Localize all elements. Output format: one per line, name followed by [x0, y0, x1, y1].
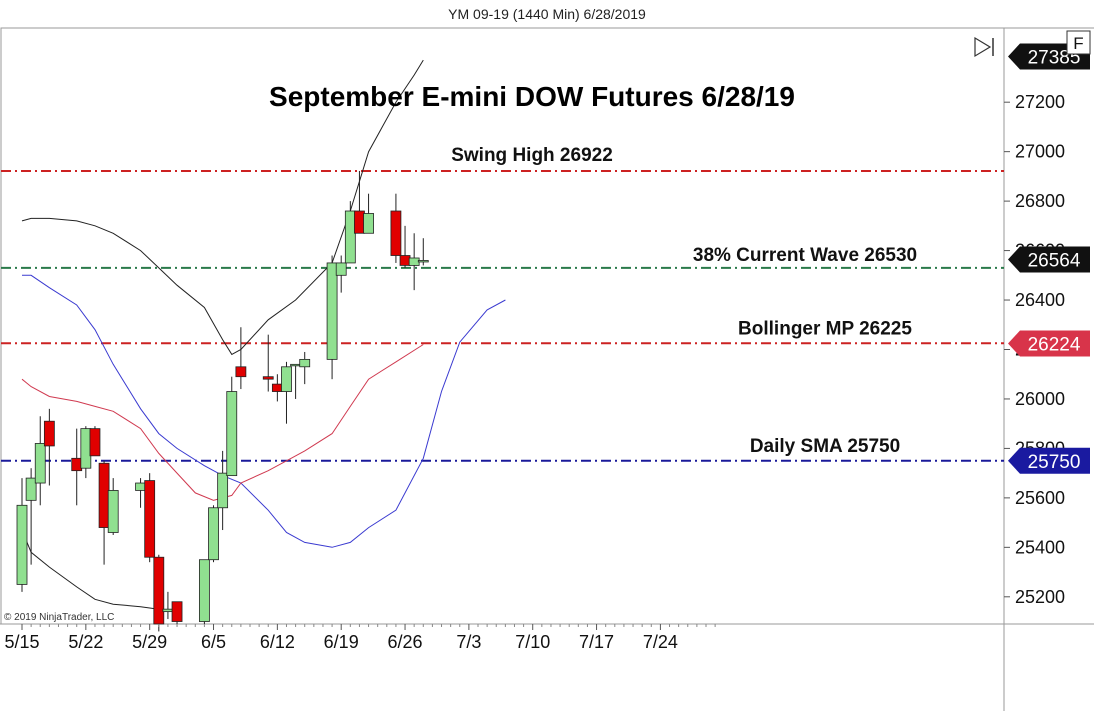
price-badge-label: 26224 — [1028, 335, 1081, 356]
price-tick-label: 26000 — [1015, 389, 1065, 409]
candle-up — [335, 262, 347, 276]
lower-band-line-dark — [21, 529, 159, 610]
blue-band-line — [22, 274, 506, 548]
candle-up — [135, 482, 146, 491]
candle-down — [354, 210, 365, 234]
candle-down — [144, 480, 156, 558]
candle-down — [262, 376, 274, 380]
level-label: 38% Current Wave 26530 — [693, 245, 917, 266]
price-badge: 26224 — [1008, 330, 1090, 357]
candle-up — [107, 490, 119, 533]
price-tick-label: 26400 — [1015, 290, 1065, 310]
candle-up — [16, 504, 28, 585]
price-badge-label: 26564 — [1028, 250, 1081, 271]
level-label: Swing High 26922 — [451, 145, 613, 166]
candle-up — [344, 210, 356, 264]
time-tick-label: 6/19 — [324, 632, 359, 652]
candle-up — [162, 608, 174, 613]
level-annotations: Swing High 26922 38% Current Wave 26530 Bo… — [451, 145, 917, 457]
plot-area[interactable] — [0, 27, 1005, 625]
time-tick-label: 5/29 — [132, 632, 167, 652]
time-tick-label: 6/26 — [388, 632, 423, 652]
candle-up — [34, 443, 46, 484]
candle-up — [408, 257, 420, 266]
price-tick-label: 27200 — [1015, 92, 1065, 112]
candle-down — [390, 210, 402, 256]
candle-up — [290, 363, 302, 367]
f-button-label: F — [1073, 34, 1083, 53]
scroll-to-end-icon[interactable] — [974, 36, 994, 58]
level-label: Bollinger MP 26225 — [738, 318, 912, 339]
candle-up — [217, 472, 229, 509]
candle-up — [226, 391, 238, 477]
candle-up — [80, 428, 92, 469]
middle-band-line — [21, 344, 424, 501]
time-tick-label: 6/12 — [260, 632, 295, 652]
level-label: Daily SMA 25750 — [750, 436, 900, 457]
candle-up — [25, 477, 37, 501]
time-tick-label: 7/3 — [456, 632, 481, 652]
f-button[interactable]: F — [1066, 30, 1091, 55]
candlesticks — [16, 170, 429, 632]
candle-down — [399, 255, 411, 266]
bollinger-bands — [21, 59, 506, 610]
candle-down — [98, 462, 110, 528]
time-tick-label: 7/24 — [643, 632, 678, 652]
level-lines — [1, 169, 1004, 462]
time-tick-label: 5/15 — [4, 632, 39, 652]
time-tick-label: 6/5 — [201, 632, 226, 652]
candle-up — [326, 262, 338, 360]
upper-band-line — [21, 59, 424, 356]
price-badge: 26564 — [1008, 246, 1090, 273]
instrument-header: YM 09-19 (1440 Min) 6/28/2019 — [448, 6, 646, 22]
candle-down — [153, 556, 165, 625]
price-badge-shape — [1008, 330, 1090, 357]
time-tick-label: 7/10 — [515, 632, 550, 652]
price-tick-label: 25200 — [1015, 587, 1065, 607]
candle-up — [208, 507, 219, 561]
price-tick-label: 25600 — [1015, 488, 1065, 508]
time-tick-label: 5/22 — [68, 632, 103, 652]
chart-title: September E-mini DOW Futures 6/28/19 — [269, 81, 795, 112]
candle-down — [71, 457, 83, 472]
price-badge-label: 25750 — [1028, 452, 1081, 473]
time-tick-label: 7/17 — [579, 632, 614, 652]
candle-up — [299, 358, 311, 368]
price-badge-shape — [1008, 246, 1090, 273]
candle-down — [89, 428, 101, 457]
price-badge-shape — [1008, 447, 1090, 474]
candle-up — [198, 559, 210, 622]
candle-down — [43, 420, 55, 447]
time-axis-ticks: 5/15 5/22 5/29 6/5 6/12 6/19 6/26 7/3 7/10 7/17 7/… — [4, 624, 716, 652]
candle-down — [271, 383, 283, 392]
price-tick-label: 25400 — [1015, 537, 1065, 557]
candle-up — [363, 213, 374, 234]
price-tick-label: 27000 — [1015, 142, 1065, 162]
price-tick-label: 26800 — [1015, 191, 1065, 211]
candle-down — [171, 601, 183, 622]
price-badge: 25750 — [1008, 447, 1090, 474]
candle-up — [281, 366, 292, 392]
candle-down — [235, 366, 247, 378]
candle-up — [417, 260, 429, 263]
copyright-text: © 2019 NinjaTrader, LLC — [4, 612, 114, 623]
